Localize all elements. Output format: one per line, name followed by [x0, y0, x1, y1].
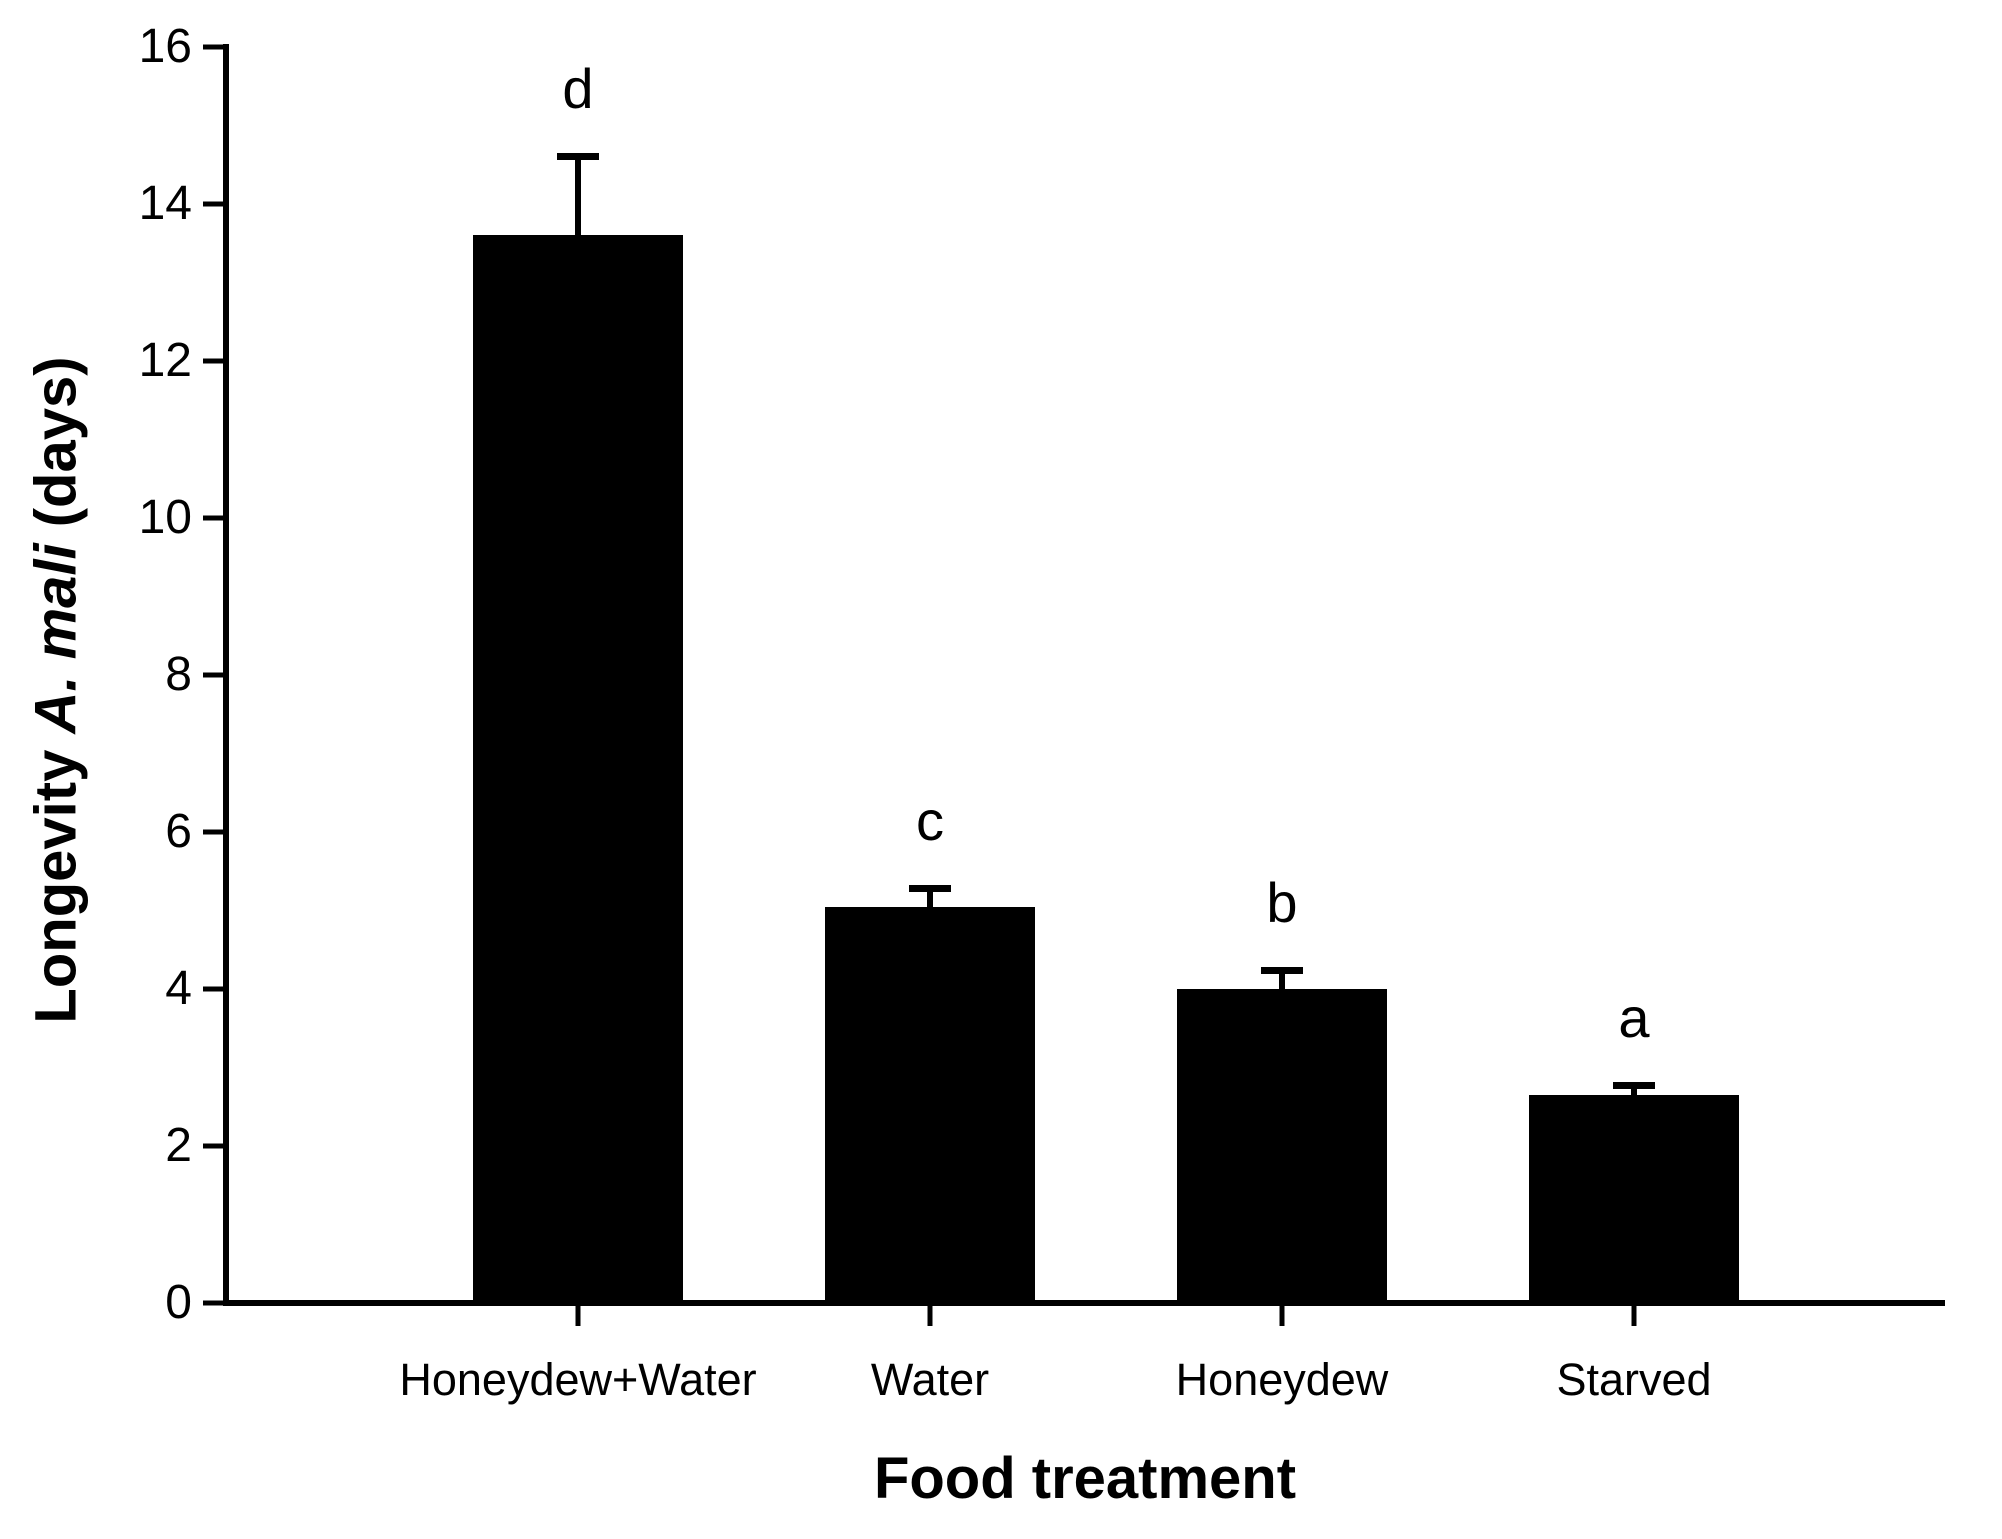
y-tick-label: 12 [138, 334, 192, 387]
significance-letter: c [916, 789, 944, 853]
y-tick-label: 16 [138, 20, 192, 73]
y-tick [203, 829, 223, 835]
x-tick [1279, 1306, 1285, 1326]
y-axis-title-prefix: Longevity [23, 733, 89, 1024]
error-bar-line [575, 152, 581, 236]
y-tick [203, 201, 223, 207]
y-tick-label: 6 [165, 805, 192, 858]
x-tick [1631, 1306, 1637, 1326]
y-axis-title-species: A. mali [23, 543, 89, 734]
category-label: Honeydew [1175, 1354, 1389, 1405]
y-tick-label: 14 [138, 177, 192, 230]
significance-letter: d [562, 56, 594, 120]
significance-letter: a [1618, 986, 1650, 1050]
y-tick [203, 672, 223, 678]
x-tick [927, 1306, 933, 1326]
y-tick [203, 44, 223, 50]
error-bar-line [1279, 967, 1285, 989]
y-tick-label: 4 [165, 962, 192, 1015]
y-tick-label: 8 [165, 648, 192, 701]
y-tick-label: 0 [165, 1276, 192, 1329]
y-axis-title-suffix: (days) [23, 356, 89, 544]
y-tick [203, 1143, 223, 1149]
error-bar-cap [557, 152, 599, 160]
category-label: Starved [1556, 1354, 1712, 1405]
y-tick [203, 358, 223, 364]
category-label: Honeydew+Water [399, 1354, 757, 1405]
bar [1529, 1094, 1739, 1303]
plot-area: 0 2 4 6 8 10 12 14 16 d Honeydew+Water c Water b Hone… [139, 23, 1945, 1404]
y-axis-title: Longevity A. mali (days) [23, 356, 90, 1023]
bar [1177, 989, 1387, 1303]
y-tick [203, 515, 223, 521]
error-bar-cap [1261, 967, 1303, 975]
y-tick-label: 2 [165, 1119, 192, 1172]
error-bar-line [927, 885, 933, 907]
error-bar-cap [1613, 1082, 1655, 1090]
bar [473, 235, 683, 1303]
x-tick [575, 1306, 581, 1326]
category-label: Water [870, 1354, 990, 1405]
bar [825, 906, 1035, 1303]
y-tick-label: 10 [138, 491, 192, 544]
y-axis-line [223, 44, 229, 1306]
y-tick [203, 1300, 223, 1306]
x-axis-title: Food treatment [873, 1446, 1297, 1511]
x-axis-line [223, 1300, 1945, 1306]
y-tick [203, 986, 223, 992]
error-bar-cap [909, 885, 951, 893]
significance-letter: b [1266, 871, 1298, 935]
